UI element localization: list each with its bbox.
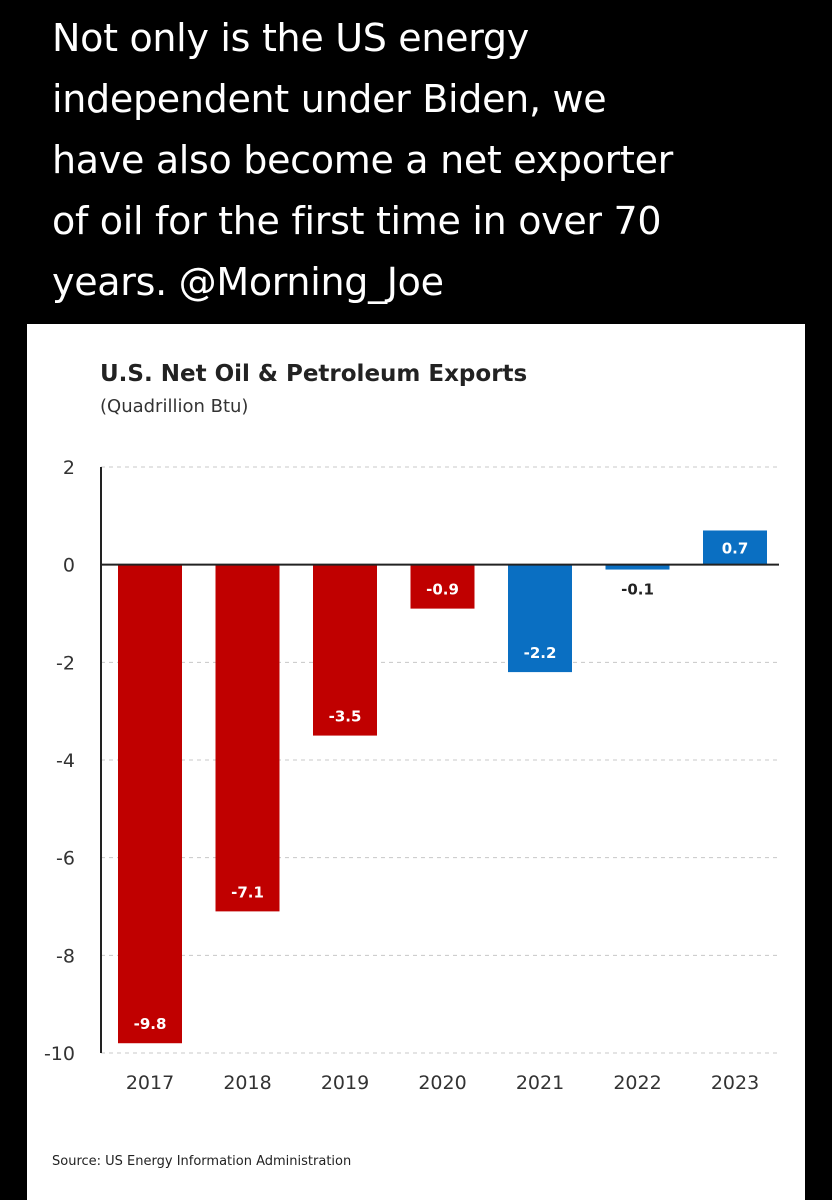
x-axis-ticks: 2017 2018 2019 2020 2021 2022 2023 [126, 1072, 759, 1094]
y-tick-label: 0 [63, 555, 75, 577]
bar-value-label: -0.9 [426, 581, 459, 599]
bar-2020 [410, 564, 475, 609]
bar-value-label: -0.1 [621, 581, 654, 599]
tweet-text: Not only is the US energy independent un… [52, 16, 674, 304]
x-tick-label: 2018 [223, 1072, 271, 1094]
bar-2022 [605, 564, 670, 570]
bar-value-label: -2.2 [524, 644, 557, 662]
y-tick-label: -2 [56, 652, 75, 674]
x-tick-label: 2019 [321, 1072, 369, 1094]
bar-2018 [215, 564, 280, 912]
x-tick-label: 2022 [613, 1072, 661, 1094]
bar-value-label: -9.8 [134, 1015, 167, 1033]
bar-2021 [508, 564, 572, 673]
bar-value-label: 0.7 [722, 540, 749, 558]
bar-labels: -9.8 -7.1 -3.5 -0.9 -2.2 -0.1 0.7 [134, 540, 749, 1034]
x-tick-label: 2020 [418, 1072, 466, 1094]
x-tick-label: 2017 [126, 1072, 174, 1094]
y-tick-label: 2 [63, 457, 75, 479]
gridlines [101, 466, 779, 1054]
bars [118, 530, 767, 1044]
x-tick-label: 2021 [516, 1072, 564, 1094]
y-tick-label: -8 [56, 945, 75, 967]
chart-card: U.S. Net Oil & Petroleum Exports (Quadri… [27, 324, 805, 1200]
x-tick-label: 2023 [711, 1072, 759, 1094]
bar-2017 [118, 564, 182, 1044]
y-tick-label: -10 [44, 1043, 75, 1065]
y-axis-ticks: 2 0 -2 -4 -6 -8 -10 [44, 457, 75, 1065]
bar-2019 [313, 564, 377, 736]
y-tick-label: -6 [56, 848, 75, 870]
y-tick-label: -4 [56, 750, 75, 772]
bar-chart: U.S. Net Oil & Petroleum Exports (Quadri… [44, 361, 779, 1169]
bar-2023 [703, 530, 767, 565]
chart-subtitle: (Quadrillion Btu) [100, 396, 248, 417]
bar-value-label: -3.5 [329, 708, 362, 726]
chart-title: U.S. Net Oil & Petroleum Exports [100, 361, 527, 387]
source-note: Source: US Energy Information Administra… [52, 1154, 351, 1169]
bar-value-label: -7.1 [231, 883, 264, 901]
